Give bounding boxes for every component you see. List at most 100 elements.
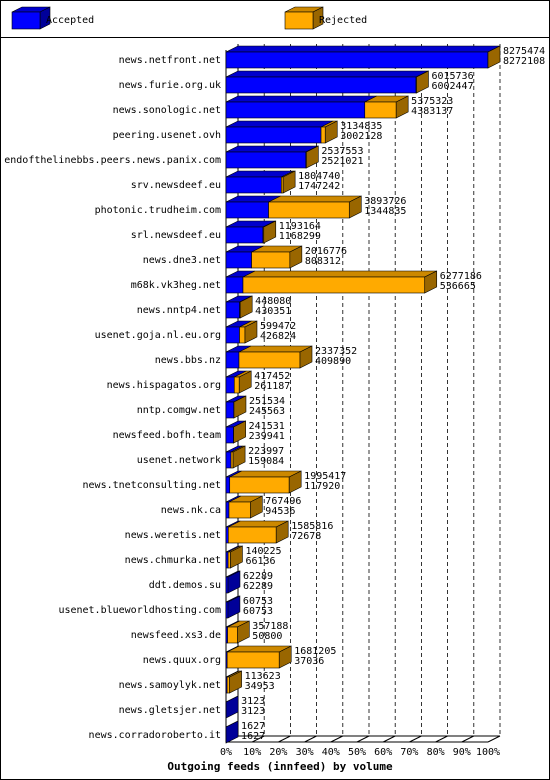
bar bbox=[225, 226, 264, 244]
y-tick-label: news.tnetconsulting.net bbox=[83, 480, 221, 491]
bar-side bbox=[275, 520, 289, 544]
value-label-total: 767496 bbox=[265, 496, 301, 507]
y-tick-label: news.quux.org bbox=[143, 655, 221, 666]
bar-side bbox=[299, 345, 313, 369]
bar bbox=[225, 276, 244, 294]
value-label-accepted: 430351 bbox=[255, 306, 291, 317]
value-label-total: 6277186 bbox=[440, 271, 482, 282]
bar-side bbox=[395, 95, 409, 119]
bar-top bbox=[225, 45, 501, 53]
value-label-total: 1681205 bbox=[294, 646, 336, 657]
value-label-total: 140225 bbox=[245, 546, 281, 557]
value-label-accepted: 72678 bbox=[291, 531, 321, 542]
y-tick-label: nntp.comgw.net bbox=[137, 405, 221, 416]
value-label-accepted: 239941 bbox=[249, 431, 285, 442]
bar bbox=[225, 51, 489, 69]
bar-side bbox=[288, 470, 302, 494]
bar-side bbox=[227, 570, 241, 594]
x-tick-label: 70% bbox=[400, 747, 418, 758]
tick-mark bbox=[330, 735, 344, 743]
value-label-accepted: 2521021 bbox=[321, 156, 363, 167]
bar bbox=[238, 351, 301, 369]
bar-side bbox=[306, 145, 319, 169]
value-label-total: 223997 bbox=[248, 446, 284, 457]
bar-side bbox=[348, 195, 362, 219]
tick-mark bbox=[278, 735, 291, 743]
bar-side bbox=[233, 420, 246, 444]
y-tick-label: news.netfront.net bbox=[119, 55, 221, 66]
y-tick-label: photonic.trudheim.com bbox=[95, 205, 221, 216]
value-label-accepted: 245563 bbox=[249, 406, 285, 417]
value-label-total: 2016776 bbox=[305, 246, 347, 257]
tick-mark bbox=[409, 735, 422, 743]
x-tick-label: 100% bbox=[476, 747, 500, 758]
bar bbox=[225, 501, 230, 519]
y-tick-label: srl.newsdeef.eu bbox=[131, 230, 221, 241]
x-tick-label: 20% bbox=[269, 747, 287, 758]
tick-mark bbox=[435, 735, 448, 743]
y-tick-label: news.samoylyk.net bbox=[119, 680, 221, 691]
value-label-accepted: 94536 bbox=[265, 506, 295, 517]
value-label-accepted: 3002128 bbox=[340, 131, 382, 142]
bar bbox=[226, 651, 280, 669]
y-tick-label: ddt.demos.su bbox=[149, 580, 221, 591]
value-label-accepted: 159084 bbox=[248, 456, 284, 467]
value-label-total: 2537553 bbox=[321, 146, 363, 157]
y-tick-label: news.dne3.net bbox=[143, 255, 221, 266]
value-label-accepted: 1747242 bbox=[298, 181, 340, 192]
value-label-total: 1585816 bbox=[291, 521, 333, 532]
value-label-total: 113623 bbox=[245, 671, 281, 682]
y-tick-label: news.chmurka.net bbox=[125, 555, 221, 566]
bar bbox=[225, 426, 234, 444]
bar-top bbox=[268, 195, 362, 203]
y-tick-label: news.hispagatos.org bbox=[107, 380, 221, 391]
y-tick-label: peering.usenet.ovh bbox=[113, 130, 221, 141]
x-tick-label: 40% bbox=[322, 747, 340, 758]
bar bbox=[225, 451, 232, 469]
value-label-accepted: 426824 bbox=[260, 331, 296, 342]
value-label-total: 1804740 bbox=[298, 171, 340, 182]
value-label-accepted: 1627 bbox=[241, 731, 265, 742]
tick-mark bbox=[382, 735, 396, 743]
value-label-accepted: 62289 bbox=[243, 581, 273, 592]
value-label-total: 3134835 bbox=[340, 121, 382, 132]
value-label-accepted: 1168299 bbox=[279, 231, 321, 242]
value-label-accepted: 1344835 bbox=[364, 206, 406, 217]
value-label-total: 60753 bbox=[243, 596, 273, 607]
tick-mark bbox=[304, 735, 317, 743]
bar bbox=[225, 326, 240, 344]
x-tick-label: 0% bbox=[220, 747, 232, 758]
y-tick-label: news.corradoroberto.it bbox=[89, 730, 221, 741]
value-label-accepted: 3123 bbox=[241, 706, 265, 717]
value-label-total: 5375323 bbox=[411, 96, 453, 107]
bar bbox=[268, 201, 350, 219]
legend-swatch bbox=[284, 11, 314, 30]
bar bbox=[225, 401, 235, 419]
x-tick-label: 50% bbox=[348, 747, 366, 758]
value-label-total: 1995417 bbox=[304, 471, 346, 482]
bar-side bbox=[229, 670, 242, 694]
bar bbox=[225, 176, 282, 194]
x-tick-label: 90% bbox=[453, 747, 471, 758]
tick-mark bbox=[461, 735, 475, 743]
bar-side bbox=[278, 645, 292, 669]
bar-side bbox=[237, 620, 250, 644]
value-label-accepted: 6002447 bbox=[431, 81, 473, 92]
bar-top bbox=[242, 270, 437, 278]
bar-top bbox=[225, 95, 377, 103]
y-tick-label: endofthelinebbs.peers.news.panix.com bbox=[4, 155, 221, 166]
x-tick-label: 60% bbox=[374, 747, 392, 758]
value-label-accepted: 50800 bbox=[252, 631, 282, 642]
bar-side bbox=[233, 395, 247, 419]
y-tick-label: news.furie.org.uk bbox=[119, 80, 221, 91]
bar bbox=[225, 101, 366, 119]
bar-side bbox=[263, 220, 277, 244]
bar bbox=[225, 376, 235, 394]
value-label-total: 1627 bbox=[241, 721, 265, 732]
x-tick-label: 10% bbox=[243, 747, 261, 758]
value-label-accepted: 536665 bbox=[440, 281, 476, 292]
value-label-total: 251534 bbox=[249, 396, 285, 407]
tick-mark bbox=[487, 735, 501, 743]
bar-side bbox=[238, 370, 252, 394]
